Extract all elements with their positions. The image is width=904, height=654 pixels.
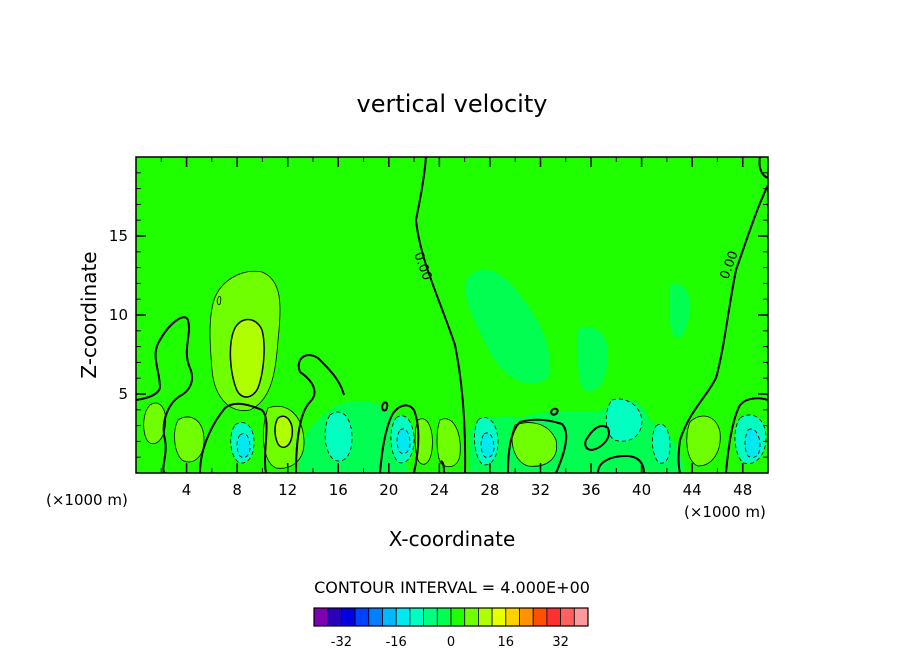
colorbar-tick-label: 0 (447, 635, 455, 650)
colorbar-tick-label: -32 (331, 635, 352, 650)
zero-contour-low-5 (597, 454, 645, 473)
x-tick-label: 36 (581, 481, 600, 499)
colorbar-swatch (395, 607, 411, 627)
y-tick-label: 10 (109, 306, 128, 324)
negative-region-right-upper (668, 283, 691, 339)
x-tick-label: 16 (329, 481, 348, 499)
positive-region-mid-1 (414, 418, 433, 465)
positive-contour-small (216, 296, 222, 305)
x-tick-label: 20 (379, 481, 398, 499)
x-tick-label: 40 (632, 481, 651, 499)
zero-contour-low-2 (295, 354, 345, 473)
negative-region-upper (465, 269, 550, 384)
x-tick-label: 44 (683, 481, 702, 499)
colorbar-swatch (409, 607, 424, 627)
positive-core-low (274, 415, 294, 449)
y-tick-label: 5 (118, 385, 128, 403)
zero-contour-low-7 (725, 397, 768, 473)
x-tick-label: 28 (480, 481, 499, 499)
y-axis-ticks: 5 10 15 (109, 172, 768, 458)
colorbar-frame (313, 607, 589, 627)
x-tick-label: 8 (232, 481, 242, 499)
plot-area (136, 157, 768, 473)
x-axis-ticks: 4 8 12 16 20 24 28 32 36 40 44 48 (160, 157, 752, 499)
zero-contour-top-right (758, 157, 768, 179)
x-tick-label: 4 (182, 481, 192, 499)
colorbar-swatch (560, 607, 575, 627)
colorbar-swatch (464, 607, 479, 627)
negative-inner-1 (236, 433, 251, 458)
y-tick-label: 15 (109, 227, 128, 245)
zero-contour-small-1 (550, 407, 559, 416)
negative-core-5 (605, 398, 643, 442)
colorbar: -32 -16 0 16 32 (313, 607, 589, 650)
x-tick-label: 24 (430, 481, 449, 499)
zero-contour-small-2 (381, 401, 389, 412)
colorbar-tick-label: 16 (498, 635, 515, 650)
x-unit-right: (×1000 m) (684, 503, 766, 521)
colorbar-swatch (505, 607, 520, 627)
colorbar-swatch (313, 607, 329, 627)
zero-contour-main (414, 157, 467, 473)
x-unit-left: (×1000 m) (46, 491, 128, 509)
colorbar-swatch (368, 607, 383, 627)
positive-region-mid-2 (436, 418, 461, 468)
x-tick-label: 48 (733, 481, 752, 499)
zero-contour-low-6 (584, 424, 610, 452)
contour-interval-text: CONTOUR INTERVAL = 4.000E+00 (314, 578, 590, 597)
positive-core-updraft (229, 318, 265, 398)
zero-contour-low-3 (379, 404, 420, 473)
zero-contour-right (677, 184, 768, 473)
negative-core-2 (324, 411, 353, 462)
zero-contour-left (136, 316, 194, 473)
colorbar-swatch (519, 607, 534, 627)
positive-region-mid-3 (511, 422, 558, 467)
colorbar-tick-label: 32 (552, 635, 569, 650)
colorbar-swatch (450, 607, 466, 627)
x-tick-label: 12 (278, 481, 297, 499)
chart-title: vertical velocity (357, 90, 548, 118)
zero-contour-low-4 (507, 418, 568, 473)
negative-region-mid (578, 326, 608, 392)
colorbar-swatch (532, 607, 548, 627)
y-axis-label: Z-coordinate (77, 251, 101, 378)
negative-inner-2 (396, 428, 411, 454)
zero-contour-small-3 (439, 460, 445, 473)
colorbar-swatch (546, 607, 562, 627)
colorbar-swatch (436, 607, 452, 627)
negative-inner-3 (480, 432, 495, 458)
positive-region-left-2 (174, 416, 205, 463)
colorbar-swatch (354, 607, 370, 627)
colorbar-swatch (477, 607, 493, 627)
colorbar-swatch (327, 607, 342, 627)
colorbar-swatch (423, 607, 438, 627)
colorbar-swatch (382, 607, 397, 627)
x-axis-label: X-coordinate (389, 527, 516, 551)
positive-region-left-1 (143, 402, 167, 445)
colorbar-swatch (491, 607, 507, 627)
negative-inner-4 (744, 428, 761, 458)
negative-core-7 (652, 423, 671, 464)
zero-contour-low-1 (199, 402, 268, 473)
colorbar-swatch (340, 607, 356, 627)
positive-region-right-low (686, 415, 721, 467)
colorbar-tick-label: -16 (386, 635, 407, 650)
colorbar-swatch (573, 607, 589, 627)
x-tick-label: 32 (531, 481, 550, 499)
